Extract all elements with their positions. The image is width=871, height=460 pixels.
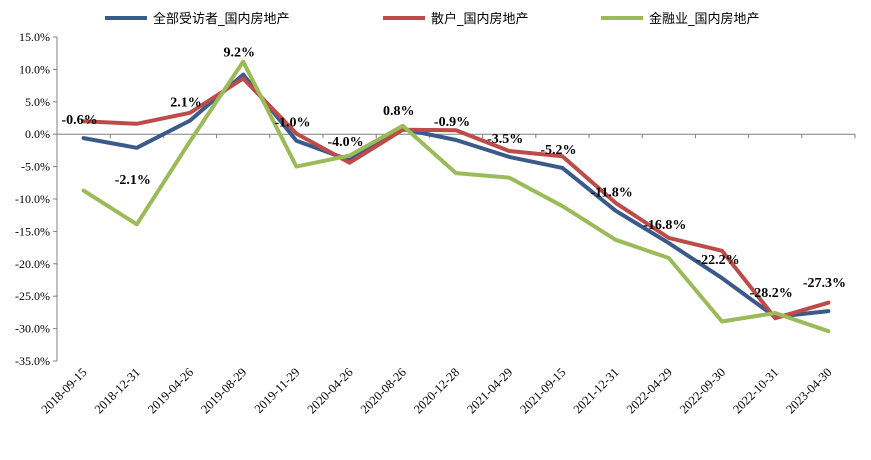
x-tick-label: 2022-09-30 xyxy=(677,365,728,416)
x-tick-label: 2020-12-28 xyxy=(411,365,462,416)
data-label: -0.9% xyxy=(434,115,470,130)
data-label: -16.8% xyxy=(643,218,686,233)
data-label: -11.8% xyxy=(590,186,632,201)
x-axis-ticks: 2018-09-15 2018-12-31 2019-04-26 2019-08-29… xyxy=(39,134,856,416)
x-tick-label: 2019-04-26 xyxy=(145,365,196,416)
data-label: -28.2% xyxy=(750,286,793,301)
data-label: -22.2% xyxy=(696,253,739,268)
data-label: -5.2% xyxy=(540,143,576,158)
x-tick-label: 2021-12-31 xyxy=(571,365,622,416)
x-tick-label: 2019-11-29 xyxy=(252,365,303,416)
x-tick-label: 2018-09-15 xyxy=(39,365,90,416)
y-tick-label: 5.0% xyxy=(25,95,50,109)
data-label: 9.2% xyxy=(223,46,255,61)
series-line-2 xyxy=(81,76,831,321)
y-tick-label: 15.0% xyxy=(19,30,50,44)
legend-label-2: 散户_国内房地产 xyxy=(431,11,529,27)
y-tick-label: -30.0% xyxy=(15,322,50,336)
data-label: -0.6% xyxy=(62,113,98,128)
y-tick-label: -5.0% xyxy=(21,160,50,174)
legend-label-1: 全部受访者_国内房地产 xyxy=(153,11,290,27)
x-tick-label: 2020-08-26 xyxy=(358,365,409,416)
x-tick-label: 2022-10-31 xyxy=(730,365,781,416)
data-labels: -0.6% -2.1% 2.1% 9.2% -1.0% -4.0% 0.8% -0.9% -3.… xyxy=(62,46,846,301)
y-tick-label: -20.0% xyxy=(15,257,50,271)
y-tick-label: -10.0% xyxy=(15,192,50,206)
x-tick-label: 2020-04-26 xyxy=(305,365,356,416)
data-label: -2.1% xyxy=(115,173,151,188)
series-line-1 xyxy=(81,72,831,319)
data-label: 2.1% xyxy=(170,96,202,111)
x-tick-label: 2023-04-30 xyxy=(783,365,834,416)
y-tick-label: -15.0% xyxy=(15,224,50,238)
x-tick-label: 2018-12-31 xyxy=(92,365,143,416)
x-tick-label: 2022-04-29 xyxy=(624,365,675,416)
data-label: -27.3% xyxy=(803,276,846,291)
axes xyxy=(56,37,855,361)
data-label: -3.5% xyxy=(487,132,523,147)
y-tick-label: 0.0% xyxy=(25,127,50,141)
x-tick-label: 2019-08-29 xyxy=(198,365,249,416)
y-tick-label: -25.0% xyxy=(15,289,50,303)
series-line-3 xyxy=(81,59,831,334)
legend: 全部受访者_国内房地产 散户_国内房地产 金融业_国内房地产 xyxy=(105,11,760,27)
data-label: 0.8% xyxy=(383,104,415,119)
data-label: -1.0% xyxy=(274,116,310,131)
data-label: -4.0% xyxy=(328,135,364,150)
y-tick-label: -35.0% xyxy=(15,354,50,368)
series-lines xyxy=(81,59,831,334)
y-tick-label: 10.0% xyxy=(19,62,50,76)
y-axis-ticks: 15.0% 10.0% 5.0% 0.0% -5.0% -10.0% -15.0% -20.0… xyxy=(15,30,57,368)
legend-label-3: 金融业_国内房地产 xyxy=(649,11,760,27)
x-tick-label: 2021-09-15 xyxy=(517,365,568,416)
x-tick-label: 2021-04-29 xyxy=(464,365,515,416)
